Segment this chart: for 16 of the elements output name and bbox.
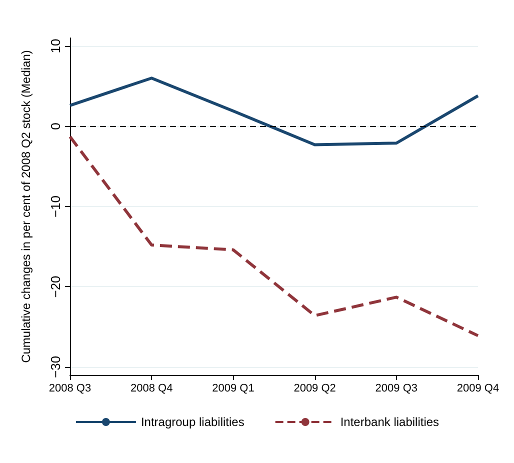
x-tick-label: 2009 Q2 xyxy=(294,382,336,394)
x-tick-label: 2009 Q4 xyxy=(456,382,500,394)
legend-label: Interbank liabilities xyxy=(340,415,440,429)
x-tick-label: 2009 Q3 xyxy=(375,382,418,394)
y-tick-label: −30 xyxy=(48,356,63,378)
line-series xyxy=(68,76,480,146)
y-tick-label: −10 xyxy=(48,195,63,218)
y-tick-label: 10 xyxy=(48,38,63,54)
x-tick-label: 2008 Q4 xyxy=(130,382,173,394)
x-tick-label: 2009 Q1 xyxy=(212,382,254,394)
line-series xyxy=(68,135,480,338)
y-tick-label: 0 xyxy=(48,122,63,130)
y-axis-title: Cumulative changes in per cent of 2008 Q2 stock (Median) xyxy=(19,50,33,363)
y-tick-label: −20 xyxy=(48,276,63,298)
x-tick-label: 2008 Q3 xyxy=(48,382,92,394)
legend-label: Intragroup liabilities xyxy=(140,415,244,429)
